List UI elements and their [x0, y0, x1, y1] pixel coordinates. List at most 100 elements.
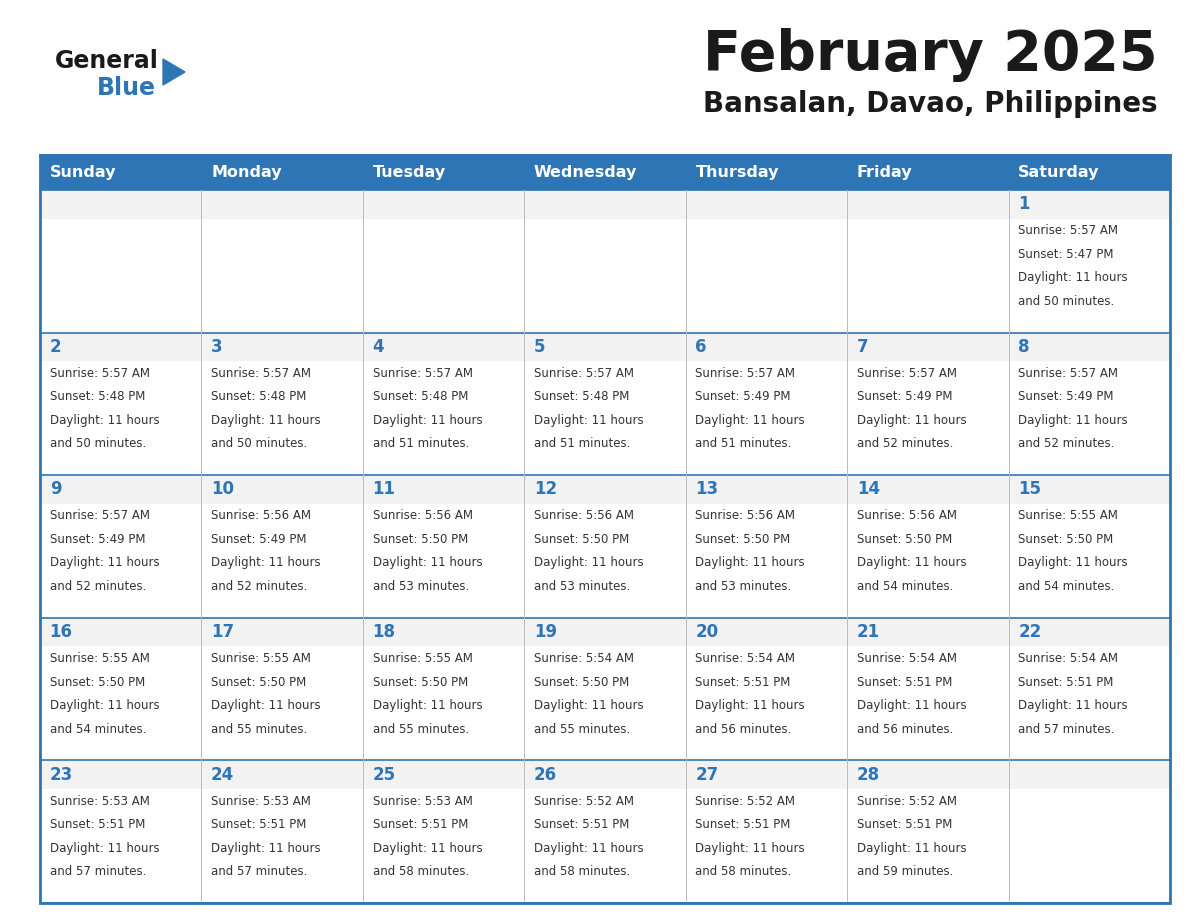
Bar	[202, 190, 362, 332]
Text: and 57 minutes.: and 57 minutes.	[1018, 722, 1114, 735]
Polygon shape	[163, 59, 185, 85]
Text: and 50 minutes.: and 50 minutes.	[211, 437, 308, 451]
Text: 4: 4	[373, 338, 384, 356]
Bar	[524, 476, 685, 504]
Bar	[685, 332, 847, 476]
Text: Daylight: 11 hours: Daylight: 11 hours	[695, 700, 805, 712]
Text: and 56 minutes.: and 56 minutes.	[857, 722, 953, 735]
Text: Sunset: 5:51 PM: Sunset: 5:51 PM	[695, 676, 791, 688]
Bar	[847, 618, 1009, 760]
Text: Sunset: 5:50 PM: Sunset: 5:50 PM	[1018, 533, 1113, 546]
Text: Daylight: 11 hours: Daylight: 11 hours	[50, 700, 159, 712]
Text: Sunset: 5:51 PM: Sunset: 5:51 PM	[857, 818, 953, 831]
Bar	[202, 760, 362, 789]
Bar	[1009, 618, 1170, 760]
Text: Sunset: 5:49 PM: Sunset: 5:49 PM	[211, 533, 307, 546]
Text: 1: 1	[1018, 196, 1030, 213]
Text: 22: 22	[1018, 623, 1042, 641]
Bar	[362, 190, 524, 332]
Text: Sunrise: 5:57 AM: Sunrise: 5:57 AM	[373, 367, 473, 380]
Text: 24: 24	[211, 766, 234, 784]
Text: and 51 minutes.: and 51 minutes.	[533, 437, 631, 451]
Bar	[362, 618, 524, 646]
Bar	[362, 190, 524, 218]
Bar	[524, 618, 685, 646]
Bar	[202, 190, 362, 218]
Text: Sunrise: 5:53 AM: Sunrise: 5:53 AM	[373, 795, 473, 808]
Text: Sunset: 5:50 PM: Sunset: 5:50 PM	[373, 533, 468, 546]
Text: and 52 minutes.: and 52 minutes.	[50, 580, 146, 593]
Bar	[1009, 476, 1170, 504]
Bar	[847, 618, 1009, 646]
Bar	[685, 760, 847, 789]
Bar	[1009, 190, 1170, 218]
Text: Daylight: 11 hours: Daylight: 11 hours	[211, 700, 321, 712]
Text: Sunrise: 5:55 AM: Sunrise: 5:55 AM	[211, 652, 311, 665]
Bar	[685, 190, 847, 332]
Text: and 58 minutes.: and 58 minutes.	[695, 865, 791, 879]
Text: Daylight: 11 hours: Daylight: 11 hours	[211, 556, 321, 569]
Text: Sunrise: 5:54 AM: Sunrise: 5:54 AM	[533, 652, 634, 665]
Bar	[40, 618, 202, 760]
Bar	[685, 618, 847, 760]
Text: and 54 minutes.: and 54 minutes.	[857, 580, 953, 593]
Text: and 55 minutes.: and 55 minutes.	[373, 722, 469, 735]
Text: Thursday: Thursday	[695, 165, 779, 180]
Bar	[202, 332, 362, 476]
Text: Daylight: 11 hours: Daylight: 11 hours	[533, 842, 644, 855]
Text: 9: 9	[50, 480, 62, 498]
Text: Daylight: 11 hours: Daylight: 11 hours	[857, 700, 967, 712]
Text: General: General	[55, 49, 159, 73]
Text: Sunset: 5:49 PM: Sunset: 5:49 PM	[857, 390, 953, 403]
Bar	[40, 332, 202, 361]
Text: 8: 8	[1018, 338, 1030, 356]
Text: Sunrise: 5:57 AM: Sunrise: 5:57 AM	[857, 367, 956, 380]
Text: Sunrise: 5:57 AM: Sunrise: 5:57 AM	[1018, 224, 1118, 237]
Text: Daylight: 11 hours: Daylight: 11 hours	[857, 556, 967, 569]
Text: 18: 18	[373, 623, 396, 641]
Bar	[847, 190, 1009, 218]
Bar	[1009, 760, 1170, 789]
Text: and 56 minutes.: and 56 minutes.	[695, 722, 791, 735]
Bar	[524, 332, 685, 476]
Text: 27: 27	[695, 766, 719, 784]
Text: Sunrise: 5:52 AM: Sunrise: 5:52 AM	[695, 795, 796, 808]
Text: 23: 23	[50, 766, 72, 784]
Bar	[1009, 332, 1170, 361]
Text: Saturday: Saturday	[1018, 165, 1100, 180]
Bar	[524, 760, 685, 789]
Text: Daylight: 11 hours: Daylight: 11 hours	[857, 842, 967, 855]
Text: Sunrise: 5:53 AM: Sunrise: 5:53 AM	[211, 795, 311, 808]
Text: Sunset: 5:48 PM: Sunset: 5:48 PM	[50, 390, 145, 403]
Text: and 52 minutes.: and 52 minutes.	[211, 580, 308, 593]
Text: 2: 2	[50, 338, 62, 356]
Text: Sunset: 5:49 PM: Sunset: 5:49 PM	[695, 390, 791, 403]
Text: Sunrise: 5:55 AM: Sunrise: 5:55 AM	[1018, 509, 1118, 522]
Text: 19: 19	[533, 623, 557, 641]
Bar	[40, 618, 202, 646]
Text: and 53 minutes.: and 53 minutes.	[533, 580, 630, 593]
Text: Daylight: 11 hours: Daylight: 11 hours	[1018, 556, 1127, 569]
Text: and 55 minutes.: and 55 minutes.	[211, 722, 308, 735]
Bar	[40, 190, 202, 218]
Text: Sunset: 5:49 PM: Sunset: 5:49 PM	[50, 533, 145, 546]
Text: Sunset: 5:50 PM: Sunset: 5:50 PM	[533, 676, 630, 688]
Text: and 50 minutes.: and 50 minutes.	[1018, 295, 1114, 308]
Text: Sunset: 5:51 PM: Sunset: 5:51 PM	[50, 818, 145, 831]
Bar	[524, 476, 685, 618]
Text: Sunset: 5:50 PM: Sunset: 5:50 PM	[857, 533, 952, 546]
Text: Sunrise: 5:57 AM: Sunrise: 5:57 AM	[695, 367, 796, 380]
Bar	[362, 476, 524, 618]
Text: Sunset: 5:50 PM: Sunset: 5:50 PM	[533, 533, 630, 546]
Bar	[685, 332, 847, 361]
Text: Daylight: 11 hours: Daylight: 11 hours	[50, 556, 159, 569]
Bar	[685, 476, 847, 504]
Text: Sunrise: 5:57 AM: Sunrise: 5:57 AM	[50, 367, 150, 380]
Text: Daylight: 11 hours: Daylight: 11 hours	[533, 556, 644, 569]
Text: Monday: Monday	[211, 165, 282, 180]
Text: Daylight: 11 hours: Daylight: 11 hours	[695, 556, 805, 569]
Text: Sunset: 5:50 PM: Sunset: 5:50 PM	[373, 676, 468, 688]
Text: Sunrise: 5:55 AM: Sunrise: 5:55 AM	[50, 652, 150, 665]
Bar	[202, 476, 362, 618]
Text: 10: 10	[211, 480, 234, 498]
